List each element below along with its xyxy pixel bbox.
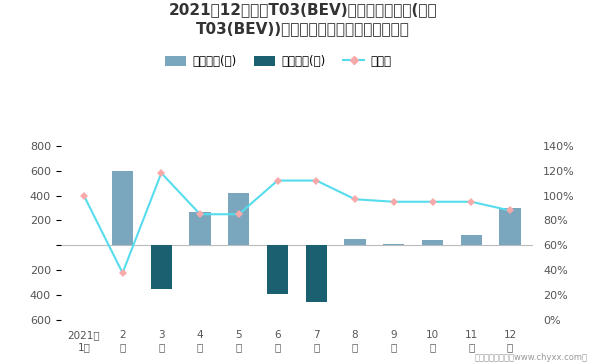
- Bar: [190, 212, 211, 245]
- Text: 制图：智研咨询（www.chyxx.com）: 制图：智研咨询（www.chyxx.com）: [475, 353, 588, 362]
- Bar: [228, 193, 250, 245]
- Bar: [267, 245, 288, 294]
- Bar: [151, 245, 172, 289]
- Bar: [499, 208, 521, 245]
- Bar: [305, 245, 327, 302]
- Legend: 积压库存(辆), 清仓库存(辆), 产销率: 积压库存(辆), 清仓库存(辆), 产销率: [160, 50, 396, 72]
- Bar: [112, 171, 133, 245]
- Bar: [422, 241, 443, 245]
- Bar: [461, 236, 482, 245]
- Bar: [344, 239, 365, 245]
- Text: 2021年12月零跑T03(BEV)旗下最畅销轿车(零跑
T03(BEV))近一年库存情况及产销率统计图: 2021年12月零跑T03(BEV)旗下最畅销轿车(零跑 T03(BEV))近一…: [168, 2, 438, 37]
- Bar: [383, 244, 404, 245]
